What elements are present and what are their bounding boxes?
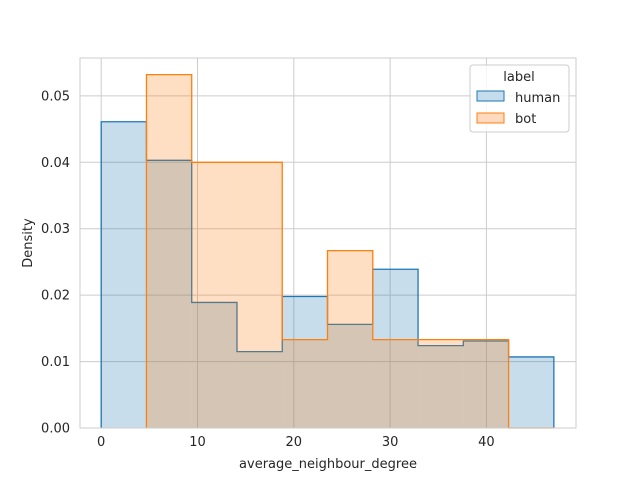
y-tick-label: 0.04 [41, 156, 70, 171]
y-tick-label: 0.02 [41, 289, 70, 304]
bar-human [418, 345, 464, 428]
bar-human [236, 351, 283, 428]
bar-bot [191, 162, 237, 429]
bar-human [191, 302, 237, 428]
bar-bot [282, 339, 328, 428]
bar-human [146, 160, 192, 428]
bar-bot [418, 339, 464, 428]
legend: label human bot [469, 64, 570, 133]
legend-label-human: human [515, 91, 560, 106]
bar-human [372, 269, 419, 428]
bar-bot [236, 162, 283, 429]
y-axis-label: Density [21, 218, 36, 268]
x-tick-label: 0 [97, 435, 105, 450]
x-tick-label: 30 [382, 435, 399, 450]
series-bot [145, 73, 554, 429]
bar-human [508, 356, 554, 428]
x-axis-ticks: 0 10 20 30 40 [97, 435, 495, 450]
y-tick-label: 0.00 [41, 422, 70, 437]
x-tick-label: 40 [478, 435, 495, 450]
y-tick-label: 0.05 [41, 89, 70, 104]
outline-bot [145, 73, 554, 429]
bar-human [327, 324, 373, 428]
bar-bot [463, 339, 509, 428]
bar-human [101, 121, 147, 428]
bar-human [282, 296, 328, 428]
plot-frame [79, 57, 577, 429]
x-tick-label: 10 [189, 435, 206, 450]
legend-swatch-bot [476, 112, 505, 124]
y-axis-ticks: 0.00 0.01 0.02 0.03 0.04 0.05 [41, 89, 70, 436]
series-human [100, 121, 555, 428]
x-tick-label: 20 [286, 435, 303, 450]
bar-bot [146, 74, 192, 429]
legend-label-bot: bot [515, 112, 536, 127]
y-tick-label: 0.01 [41, 355, 70, 370]
bar-bot [372, 339, 419, 428]
histogram-bars [100, 73, 555, 429]
bar-bot [327, 250, 373, 428]
legend-title: label [503, 70, 534, 85]
bar-human [463, 340, 509, 428]
legend-swatch-human [476, 90, 505, 102]
x-axis-label: average_neighbour_degree [239, 457, 417, 472]
y-tick-label: 0.03 [41, 222, 70, 237]
